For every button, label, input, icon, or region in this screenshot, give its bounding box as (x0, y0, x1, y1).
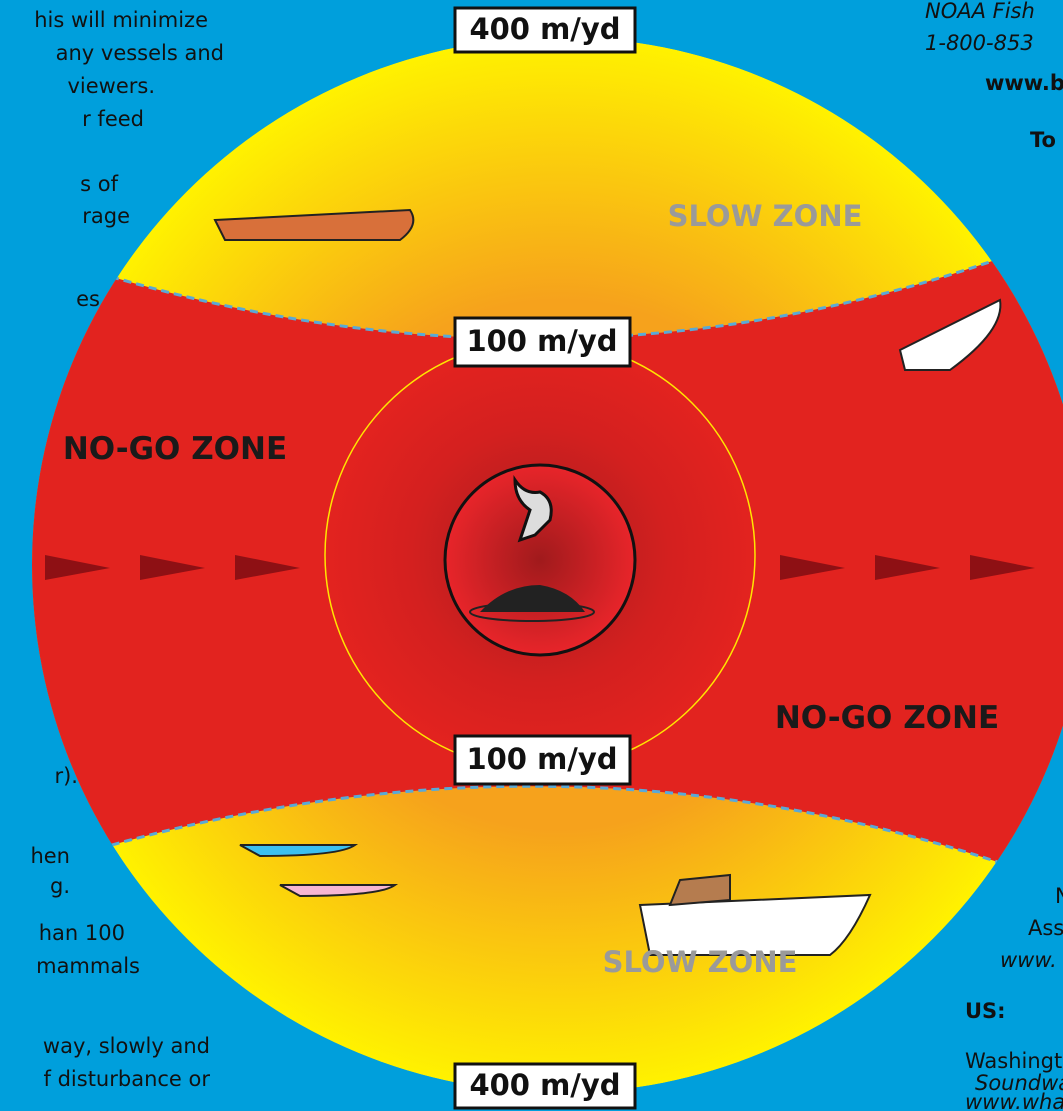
text-line: rage (82, 204, 130, 228)
text-line: hen (30, 844, 70, 868)
text-line: g. (50, 874, 70, 898)
text-line: Washingto (965, 1049, 1063, 1073)
text-line: way, slowly and (43, 1034, 210, 1058)
text-line: s of (80, 172, 118, 196)
text-line: f disturbance or (44, 1067, 211, 1091)
text-line: NOAA Fish (925, 0, 1035, 23)
zone-label: SLOW ZONE (668, 199, 863, 233)
distance-label: 400 m/yd (469, 1068, 620, 1102)
distance-label: 100 m/yd (466, 324, 617, 358)
text-line: r). (54, 764, 78, 788)
text-line: N (1055, 884, 1063, 908)
text-line: any vessels and (56, 41, 224, 65)
zone-label: SLOW ZONE (603, 945, 798, 979)
infographic: 400 m/yd 100 m/yd 100 m/yd 400 m/yd SLOW… (0, 0, 1063, 1111)
text-line: r feed (82, 107, 144, 131)
text-line: Ass (1028, 916, 1063, 940)
text-line: www.b (985, 71, 1063, 95)
text-line: his will minimize (34, 8, 208, 32)
text-line: viewers. (67, 74, 155, 98)
zone-label: NO-GO ZONE (63, 431, 287, 467)
text-line: To (1030, 128, 1056, 152)
text-line: han 100 (39, 921, 125, 945)
text-line: www. (1000, 948, 1057, 972)
text-line: mammals (36, 954, 140, 978)
zone-label: NO-GO ZONE (775, 700, 999, 736)
distance-label: 100 m/yd (466, 742, 617, 776)
text-line: es (76, 287, 100, 311)
text-line: US: (965, 999, 1006, 1023)
text-line: www.wha (965, 1090, 1063, 1111)
text-line: 1-800-853 (925, 31, 1034, 55)
distance-label: 400 m/yd (469, 12, 620, 46)
